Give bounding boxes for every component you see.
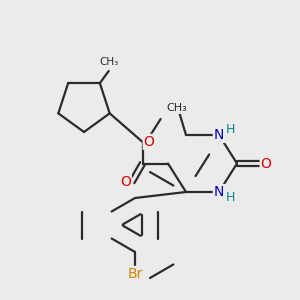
- Text: H: H: [226, 123, 235, 136]
- Text: H: H: [226, 191, 235, 204]
- Text: O: O: [144, 135, 154, 149]
- Text: O: O: [261, 157, 272, 170]
- Text: CH₃: CH₃: [166, 103, 187, 113]
- Text: O: O: [120, 175, 131, 189]
- Text: N: N: [214, 185, 224, 199]
- Text: N: N: [214, 128, 224, 142]
- Text: CH₃: CH₃: [99, 56, 118, 67]
- Text: Br: Br: [127, 267, 143, 281]
